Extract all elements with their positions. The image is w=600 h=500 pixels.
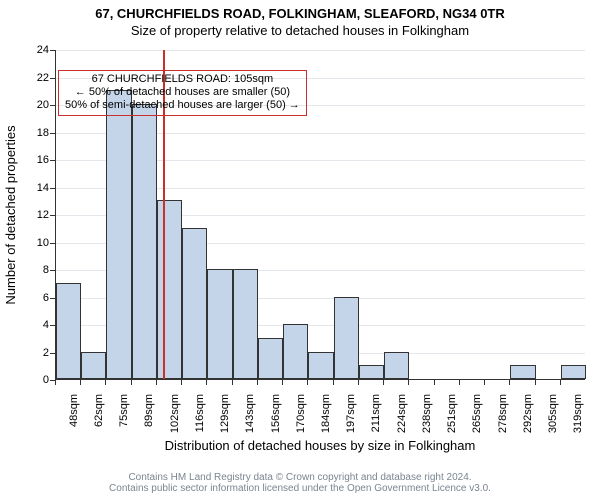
y-tick-label: 18: [27, 127, 49, 139]
y-tick-label: 8: [27, 264, 49, 276]
x-tick-label: 129sqm: [219, 394, 231, 454]
x-tick-mark: [408, 380, 409, 385]
x-tick-mark: [232, 380, 233, 385]
histogram-bar: [359, 365, 384, 379]
y-tick-mark: [50, 133, 55, 134]
x-tick-label: 224sqm: [396, 394, 408, 454]
x-tick-label: 184sqm: [320, 394, 332, 454]
x-tick-label: 89sqm: [143, 394, 155, 454]
x-tick-mark: [181, 380, 182, 385]
y-tick-label: 22: [27, 72, 49, 84]
x-tick-label: 197sqm: [345, 394, 357, 454]
y-tick-label: 4: [27, 319, 49, 331]
y-tick-mark: [50, 353, 55, 354]
x-tick-mark: [80, 380, 81, 385]
histogram-bar: [132, 104, 157, 379]
x-tick-label: 211sqm: [370, 394, 382, 454]
histogram-bar: [561, 365, 586, 379]
y-tick-mark: [50, 325, 55, 326]
x-tick-label: 102sqm: [169, 394, 181, 454]
y-tick-mark: [50, 270, 55, 271]
x-tick-label: 292sqm: [522, 394, 534, 454]
histogram-bar: [157, 200, 182, 379]
histogram-bar: [308, 352, 333, 380]
y-tick-mark: [50, 105, 55, 106]
x-tick-mark: [257, 380, 258, 385]
x-tick-mark: [131, 380, 132, 385]
x-tick-mark: [484, 380, 485, 385]
histogram-bar: [81, 352, 106, 380]
y-tick-mark: [50, 243, 55, 244]
x-tick-mark: [55, 380, 56, 385]
x-tick-mark: [206, 380, 207, 385]
y-tick-mark: [50, 188, 55, 189]
y-tick-label: 2: [27, 347, 49, 359]
x-tick-label: 156sqm: [270, 394, 282, 454]
x-tick-mark: [535, 380, 536, 385]
x-tick-label: 319sqm: [572, 394, 584, 454]
x-tick-label: 278sqm: [497, 394, 509, 454]
y-tick-label: 12: [27, 209, 49, 221]
y-tick-mark: [50, 298, 55, 299]
x-tick-mark: [434, 380, 435, 385]
chart-subtitle: Size of property relative to detached ho…: [0, 21, 600, 38]
x-tick-label: 170sqm: [295, 394, 307, 454]
grid-line: [56, 50, 585, 51]
histogram-plot: 67 CHURCHFIELDS ROAD: 105sqm← 50% of det…: [55, 50, 585, 380]
x-tick-mark: [358, 380, 359, 385]
histogram-bar: [258, 338, 283, 379]
y-tick-mark: [50, 50, 55, 51]
x-tick-label: 48sqm: [68, 394, 80, 454]
x-tick-mark: [156, 380, 157, 385]
x-tick-label: 251sqm: [446, 394, 458, 454]
x-tick-mark: [307, 380, 308, 385]
histogram-bar: [384, 352, 409, 380]
footer-attribution: Contains HM Land Registry data © Crown c…: [0, 472, 600, 494]
y-tick-label: 10: [27, 237, 49, 249]
y-tick-label: 14: [27, 182, 49, 194]
x-tick-mark: [282, 380, 283, 385]
histogram-bar: [182, 228, 207, 379]
y-axis-label: Number of detached properties: [3, 115, 18, 315]
x-tick-mark: [383, 380, 384, 385]
address-title: 67, CHURCHFIELDS ROAD, FOLKINGHAM, SLEAF…: [0, 0, 600, 21]
x-tick-label: 238sqm: [421, 394, 433, 454]
y-tick-label: 0: [27, 374, 49, 386]
y-tick-label: 16: [27, 154, 49, 166]
histogram-bar: [207, 269, 232, 379]
histogram-bar: [510, 365, 535, 379]
x-tick-label: 75sqm: [118, 394, 130, 454]
y-tick-mark: [50, 160, 55, 161]
histogram-bar: [233, 269, 258, 379]
x-tick-label: 62sqm: [93, 394, 105, 454]
x-tick-label: 116sqm: [194, 394, 206, 454]
annotation-line: 67 CHURCHFIELDS ROAD: 105sqm: [65, 73, 300, 86]
y-tick-label: 6: [27, 292, 49, 304]
x-tick-label: 265sqm: [471, 394, 483, 454]
annotation-box: 67 CHURCHFIELDS ROAD: 105sqm← 50% of det…: [58, 70, 307, 116]
x-tick-label: 143sqm: [244, 394, 256, 454]
y-tick-label: 20: [27, 99, 49, 111]
footer-line2: Contains public sector information licen…: [0, 483, 600, 494]
annotation-line: 50% of semi-detached houses are larger (…: [65, 99, 300, 112]
histogram-bar: [283, 324, 308, 379]
y-tick-label: 24: [27, 44, 49, 56]
x-tick-mark: [105, 380, 106, 385]
x-tick-label: 305sqm: [547, 394, 559, 454]
x-tick-mark: [459, 380, 460, 385]
footer-line1: Contains HM Land Registry data © Crown c…: [0, 472, 600, 483]
x-tick-mark: [509, 380, 510, 385]
y-tick-mark: [50, 215, 55, 216]
histogram-bar: [56, 283, 81, 379]
y-tick-mark: [50, 78, 55, 79]
histogram-bar: [106, 90, 131, 379]
x-tick-mark: [333, 380, 334, 385]
annotation-line: ← 50% of detached houses are smaller (50…: [65, 86, 300, 99]
histogram-bar: [334, 297, 359, 380]
x-tick-mark: [560, 380, 561, 385]
